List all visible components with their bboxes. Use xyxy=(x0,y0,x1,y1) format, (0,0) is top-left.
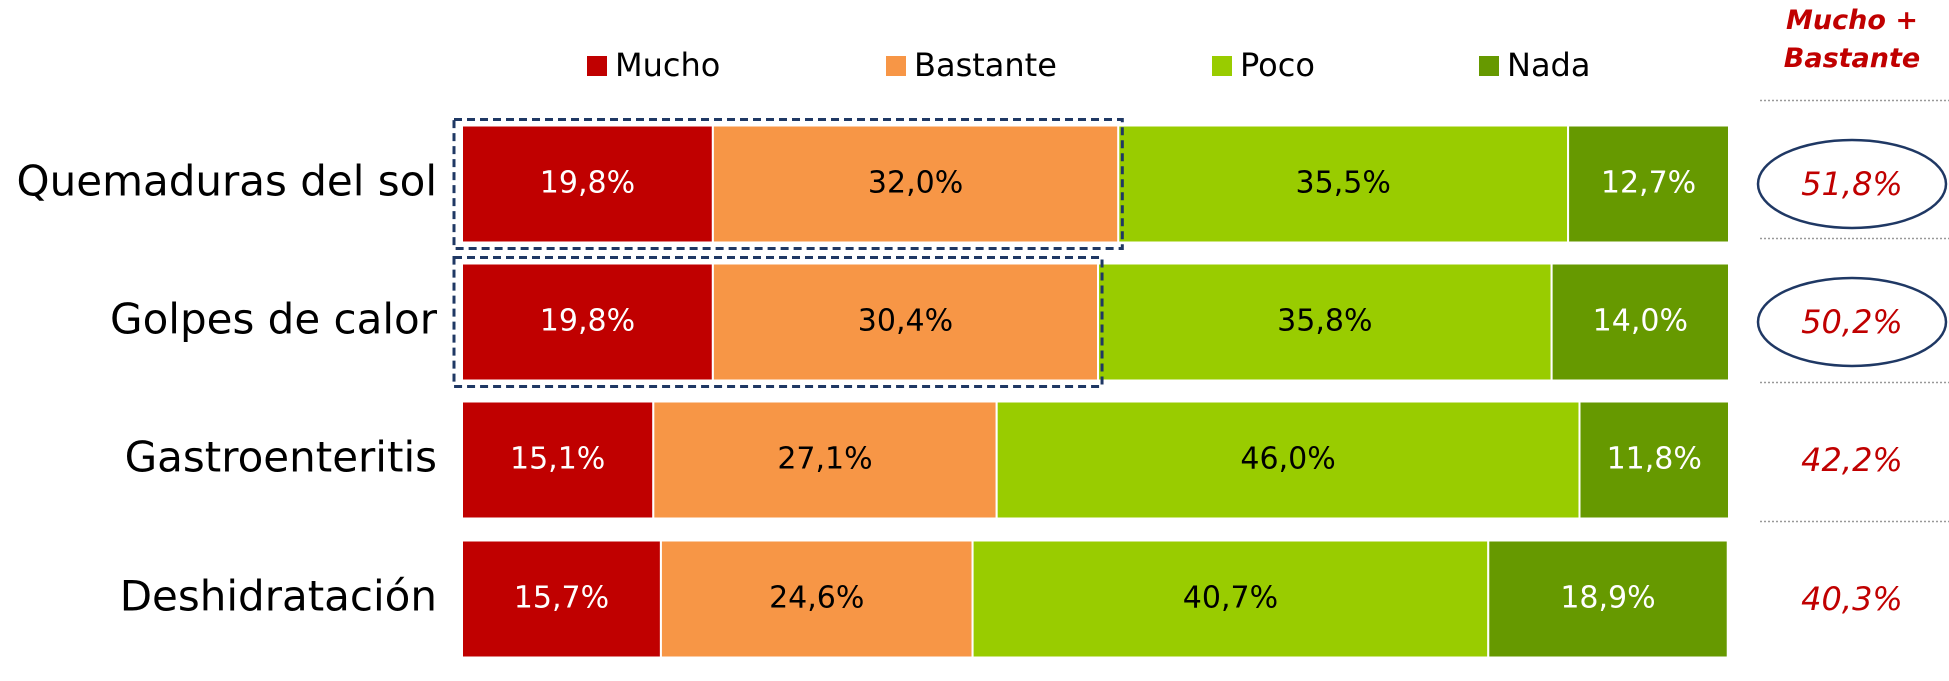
highlight-box xyxy=(452,256,1104,388)
value-label: 15,1% xyxy=(510,442,605,477)
legend-swatch xyxy=(587,56,607,76)
value-label: 19,8% xyxy=(540,304,635,339)
category-label: Quemaduras del sol xyxy=(17,157,437,206)
value-label: 11,8% xyxy=(1607,442,1702,477)
highlight-ellipse xyxy=(1756,138,1948,230)
value-label: 46,0% xyxy=(1240,442,1335,477)
legend-swatch xyxy=(1479,56,1499,76)
value-label: 30,4% xyxy=(858,304,953,339)
value-label: 14,0% xyxy=(1593,304,1688,339)
legend-label: Mucho xyxy=(615,46,720,84)
totals-title: Mucho + Bastante xyxy=(1783,5,1921,74)
bar-segment xyxy=(1578,400,1731,520)
bar-segment xyxy=(1567,124,1730,244)
category-label: Deshidratación xyxy=(120,572,437,621)
value-label: 18,9% xyxy=(1560,581,1655,616)
bar-segment xyxy=(1117,124,1570,244)
value-label: 40,7% xyxy=(1183,581,1278,616)
bar-segment xyxy=(461,262,714,382)
value-label: 35,8% xyxy=(1277,304,1372,339)
bar-segment xyxy=(659,539,974,659)
bar-segment xyxy=(711,262,1100,382)
bar-segment xyxy=(1487,539,1729,659)
value-label: 35,5% xyxy=(1296,166,1391,201)
total-label: 51,8% xyxy=(1801,165,1903,203)
category-label: Golpes de calor xyxy=(110,295,438,344)
total-label: 40,3% xyxy=(1801,580,1903,618)
value-label: 24,6% xyxy=(769,581,864,616)
legend-label: Bastante xyxy=(914,46,1057,84)
value-label: 19,8% xyxy=(540,166,635,201)
bar-segment xyxy=(995,400,1581,520)
bar-segment xyxy=(1550,262,1730,382)
bar-segment xyxy=(461,124,714,244)
value-label: 27,1% xyxy=(777,442,872,477)
bar-segment xyxy=(461,400,655,520)
value-label: 15,7% xyxy=(514,581,609,616)
value-label: 32,0% xyxy=(868,166,963,201)
legend-label: Poco xyxy=(1240,46,1315,84)
total-label: 50,2% xyxy=(1801,303,1903,341)
total-label: 42,2% xyxy=(1801,441,1903,479)
legend-label: Nada xyxy=(1507,46,1590,84)
bar-segment xyxy=(711,124,1120,244)
legend-swatch xyxy=(1212,56,1232,76)
highlight-box xyxy=(452,118,1124,250)
highlight-ellipse xyxy=(1756,276,1948,368)
category-label: Gastroenteritis xyxy=(125,433,437,482)
bar-segment xyxy=(971,539,1490,659)
legend-swatch xyxy=(886,56,906,76)
value-label: 12,7% xyxy=(1601,166,1696,201)
bar-segment xyxy=(1097,262,1553,382)
